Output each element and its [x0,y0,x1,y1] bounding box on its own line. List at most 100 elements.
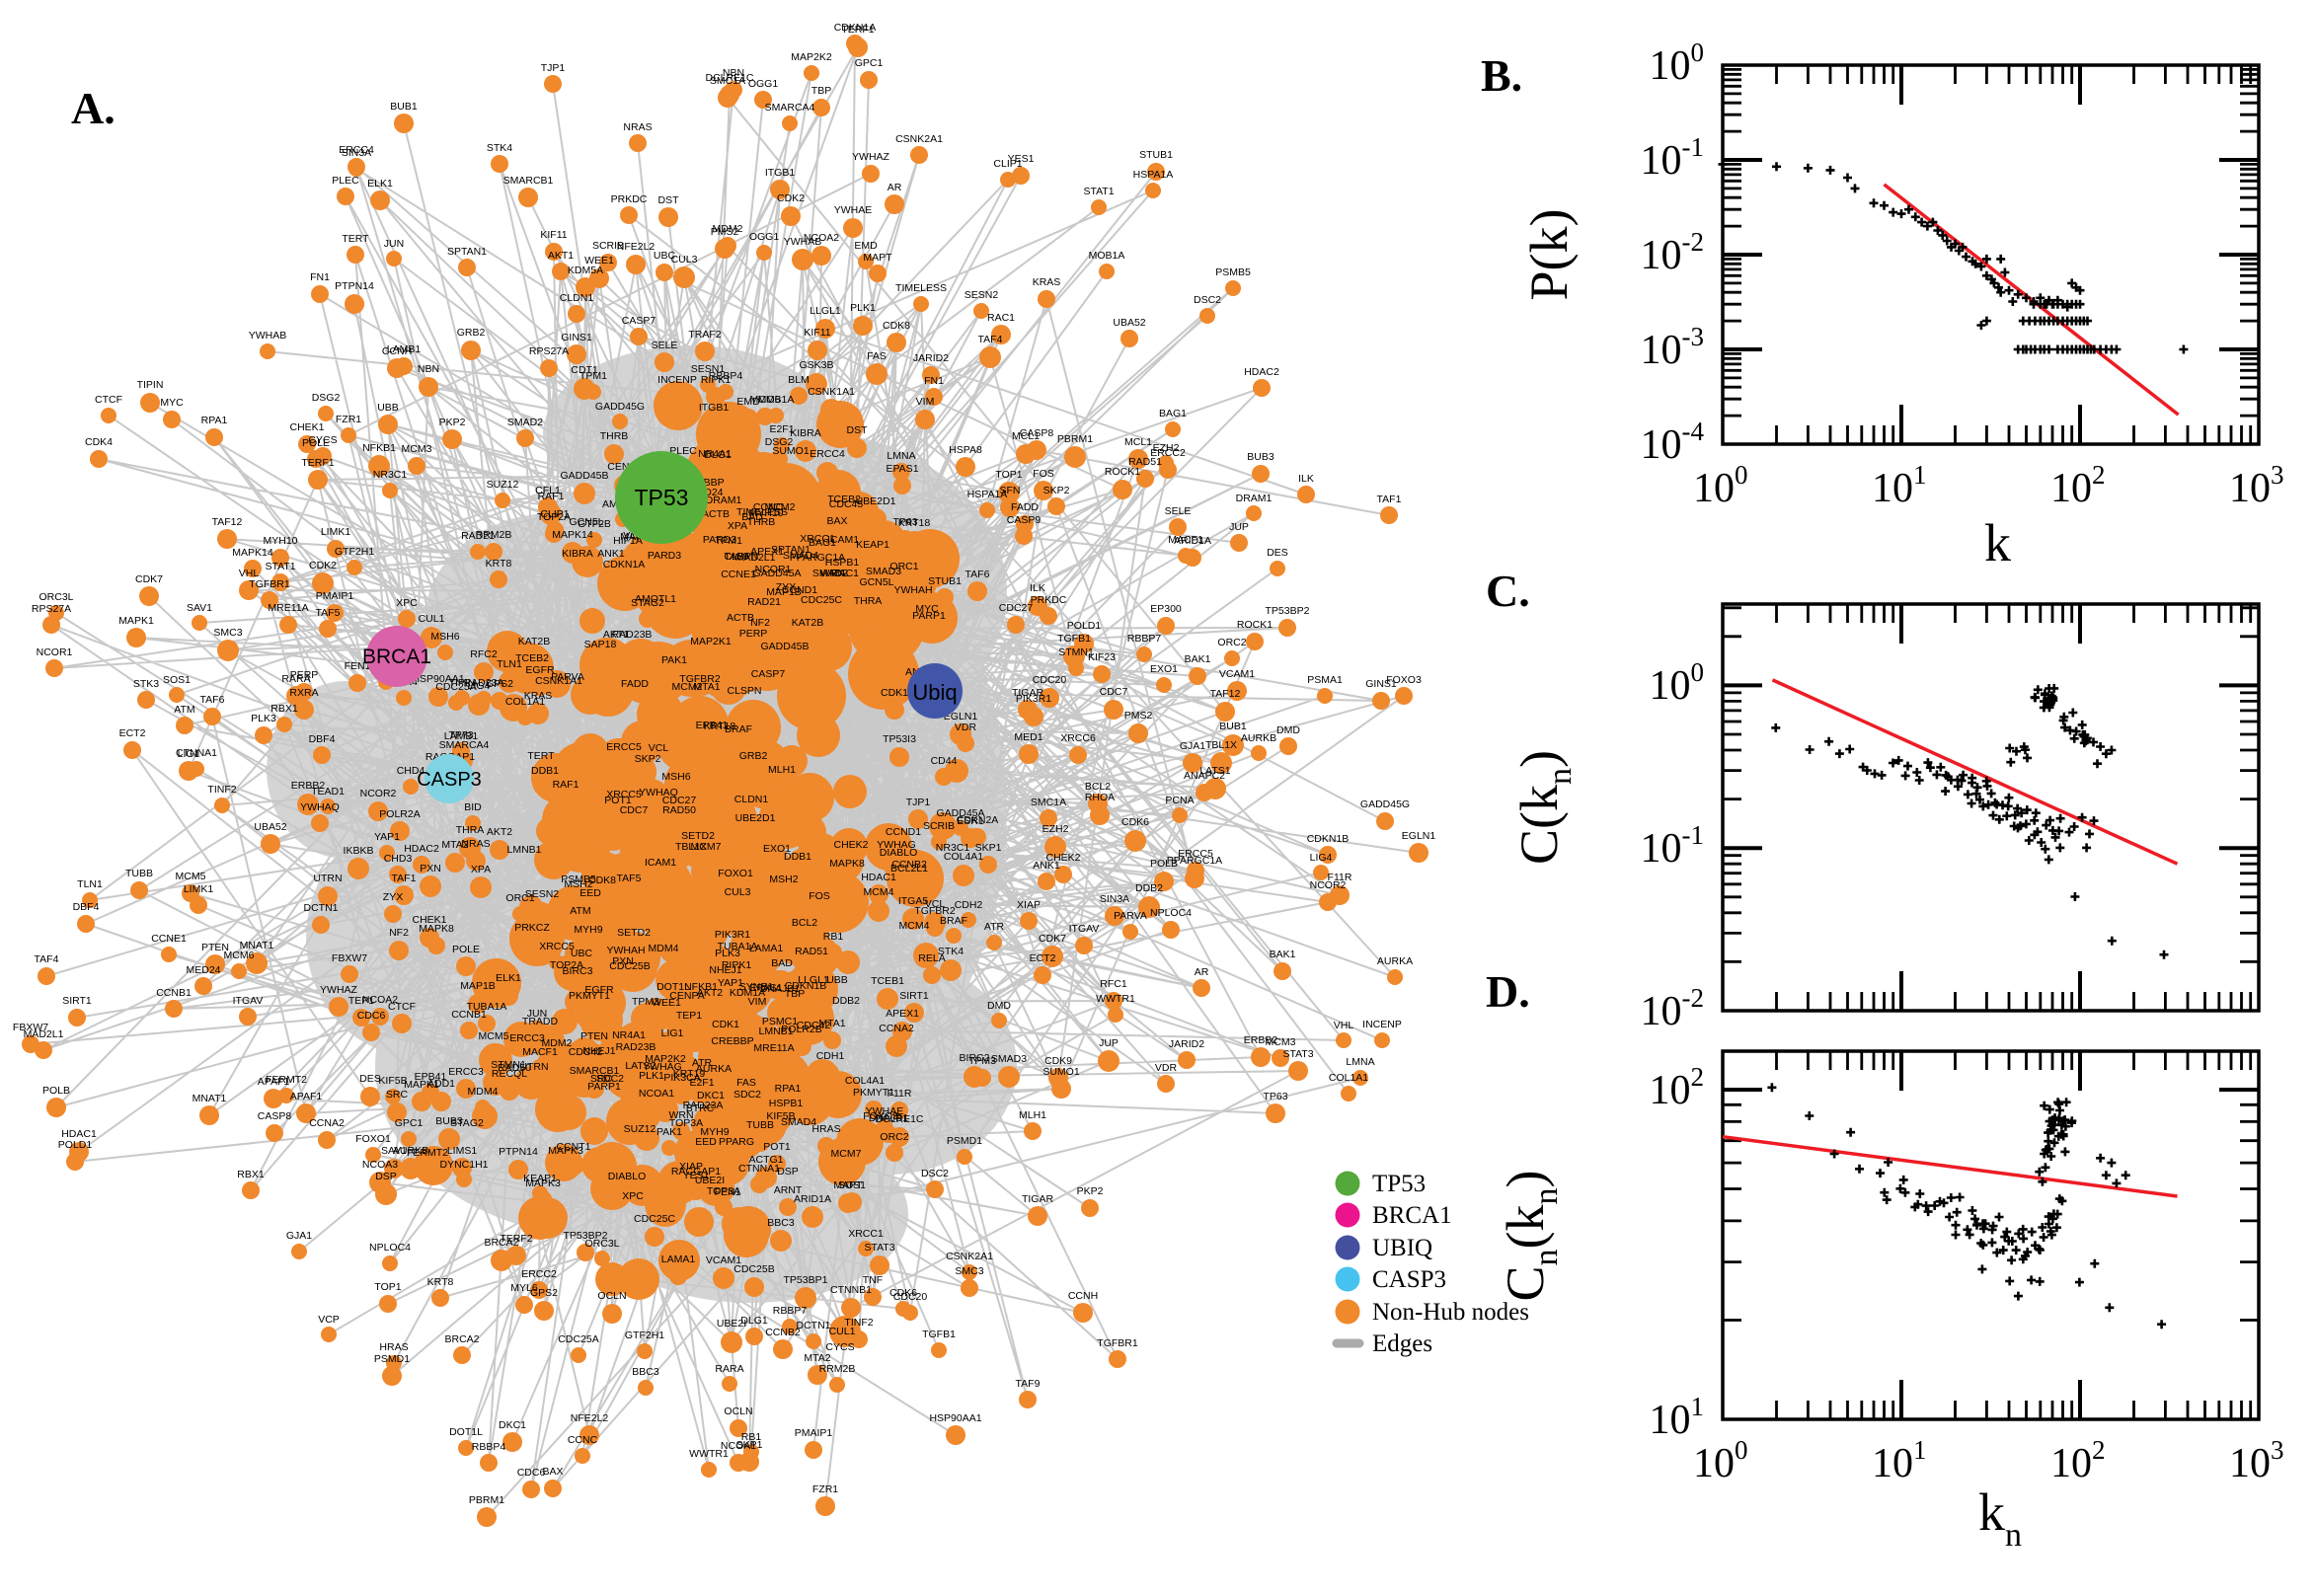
svg-text:TP53: TP53 [1372,1171,1426,1197]
svg-text:AURKA: AURKA [1377,955,1413,967]
svg-text:BAD: BAD [771,957,793,969]
svg-text:POLB: POLB [1150,858,1178,870]
svg-text:VIM: VIM [748,996,767,1008]
svg-text:RAD21: RAD21 [747,596,781,608]
svg-text:CCNT1: CCNT1 [556,1141,590,1153]
svg-text:ROCK1: ROCK1 [1237,619,1273,631]
svg-text:GADD45B: GADD45B [760,641,809,652]
svg-text:TAF6: TAF6 [200,694,225,706]
svg-text:AURKB: AURKB [393,1145,428,1157]
svg-text:TBL1X: TBL1X [675,841,707,853]
svg-text:LIMK1: LIMK1 [321,526,351,538]
svg-text:TOP1: TOP1 [995,469,1022,481]
svg-text:TLN1: TLN1 [497,658,522,670]
svg-text:AURKA: AURKA [696,1063,732,1075]
svg-text:XRCC1: XRCC1 [848,1228,884,1240]
svg-text:CDK1: CDK1 [712,1019,739,1030]
svg-text:TINF2: TINF2 [844,1317,873,1329]
svg-text:CDC25C: CDC25C [634,1213,675,1225]
svg-text:LIMS1: LIMS1 [447,1145,478,1157]
svg-text:NCOR2: NCOR2 [1310,879,1347,891]
svg-text:STMN1: STMN1 [1058,646,1094,658]
svg-text:ZYX: ZYX [383,891,403,903]
svg-text:DST: DST [658,194,680,206]
svg-text:HSPA1A: HSPA1A [1133,169,1174,181]
svg-text:10-1: 10-1 [1641,132,1705,184]
svg-text:GCN5L: GCN5L [859,576,893,588]
svg-text:YWHAB: YWHAB [784,236,822,248]
svg-text:MCM7: MCM7 [691,841,722,853]
svg-text:CCND1: CCND1 [886,826,921,838]
svg-text:PLK3: PLK3 [715,948,740,959]
svg-text:HSPA8: HSPA8 [949,444,982,456]
svg-text:CDK8: CDK8 [588,874,616,886]
svg-text:RBX1: RBX1 [237,1169,265,1180]
svg-text:MAP1B: MAP1B [766,586,802,598]
svg-text:RAC1: RAC1 [831,568,859,579]
svg-text:MAP2K2: MAP2K2 [645,1053,686,1065]
svg-text:HSPB1: HSPB1 [769,1098,804,1109]
svg-text:MAD2L1: MAD2L1 [24,1028,64,1040]
svg-text:TGFBR2: TGFBR2 [679,673,721,685]
svg-text:SOS1: SOS1 [838,1179,866,1191]
svg-text:YWHAB: YWHAB [249,330,287,342]
svg-text:DLG1: DLG1 [740,1315,768,1327]
svg-text:VIM: VIM [916,396,935,408]
svg-text:Edges: Edges [1372,1330,1432,1357]
svg-text:DSG2: DSG2 [765,436,794,448]
svg-text:LAMA1: LAMA1 [661,1254,696,1265]
svg-text:CDH2: CDH2 [955,899,983,911]
svg-text:FZR1: FZR1 [812,1483,838,1495]
svg-text:FBXW7: FBXW7 [13,1022,48,1033]
svg-text:EGFR: EGFR [584,984,614,996]
svg-text:CDC6: CDC6 [357,1010,386,1022]
svg-text:TERF1: TERF1 [301,457,334,469]
svg-text:UBIQ: UBIQ [1372,1235,1432,1261]
svg-text:BBC3: BBC3 [632,1366,659,1378]
svg-text:ARID1A: ARID1A [1174,535,1211,547]
svg-text:YWHAZ: YWHAZ [852,151,890,163]
svg-text:RAD50: RAD50 [498,1062,531,1074]
svg-text:NBN: NBN [723,67,744,79]
svg-text:ANK1: ANK1 [597,548,625,560]
svg-text:KRT19: KRT19 [673,1068,706,1080]
svg-text:RPA1: RPA1 [775,1083,802,1095]
svg-text:NCOA2: NCOA2 [804,232,839,244]
svg-text:TBP: TBP [785,988,805,1000]
svg-text:GADD45A: GADD45A [936,807,984,819]
svg-text:CFL1: CFL1 [535,485,561,496]
svg-text:DKC1: DKC1 [697,1090,725,1102]
svg-text:RBBP4: RBBP4 [709,370,743,382]
svg-text:CHEK2: CHEK2 [1045,852,1080,864]
svg-text:PXN: PXN [612,955,634,967]
svg-text:ACTG1: ACTG1 [748,1154,783,1166]
svg-text:YES1: YES1 [1008,153,1035,165]
svg-text:PSMB5: PSMB5 [1215,266,1251,278]
svg-text:FAS: FAS [867,350,887,362]
svg-text:PTPN14: PTPN14 [335,280,374,292]
svg-text:JUN: JUN [527,1008,547,1020]
svg-text:MYL6: MYL6 [510,1282,538,1294]
svg-text:D.: D. [1486,966,1530,1017]
svg-text:FAS: FAS [736,1077,756,1089]
svg-text:PARP1: PARP1 [587,1081,621,1093]
svg-text:FN1: FN1 [310,271,330,283]
svg-text:SMAD3: SMAD3 [866,566,901,577]
svg-text:STUB1: STUB1 [1139,149,1173,161]
svg-text:HDAC1: HDAC1 [861,872,896,883]
svg-text:STMN1: STMN1 [491,1059,526,1071]
svg-text:ITGA5: ITGA5 [898,895,929,907]
svg-text:RBBP7: RBBP7 [773,1305,808,1317]
svg-text:RAD50: RAD50 [662,804,696,816]
svg-text:PBRM1: PBRM1 [1057,433,1093,445]
svg-text:BAG1: BAG1 [809,537,836,549]
svg-text:NCOA1: NCOA1 [639,1088,674,1100]
svg-text:EED: EED [695,1136,717,1148]
svg-text:BAX: BAX [542,1466,563,1478]
svg-text:CYCS: CYCS [308,434,337,446]
svg-text:SMC3: SMC3 [213,627,242,639]
svg-text:TIMELESS: TIMELESS [895,282,947,294]
svg-text:COL4A1: COL4A1 [845,1075,885,1087]
svg-text:BCL2L1: BCL2L1 [890,863,928,874]
svg-text:SKP1: SKP1 [736,1439,763,1451]
